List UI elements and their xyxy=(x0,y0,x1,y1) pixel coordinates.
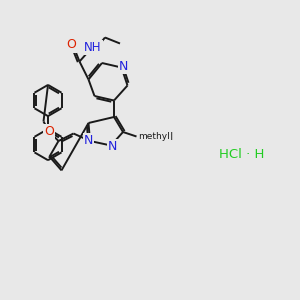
Text: NH: NH xyxy=(84,40,102,54)
Text: HCl · H: HCl · H xyxy=(219,148,264,161)
Text: N: N xyxy=(118,60,128,73)
Text: methyl: methyl xyxy=(138,132,170,141)
Text: O: O xyxy=(66,38,76,52)
Text: O: O xyxy=(44,125,54,138)
Text: N: N xyxy=(83,134,93,147)
Text: methyl: methyl xyxy=(138,132,170,141)
Text: N: N xyxy=(108,140,118,153)
Text: methyl: methyl xyxy=(139,131,173,142)
